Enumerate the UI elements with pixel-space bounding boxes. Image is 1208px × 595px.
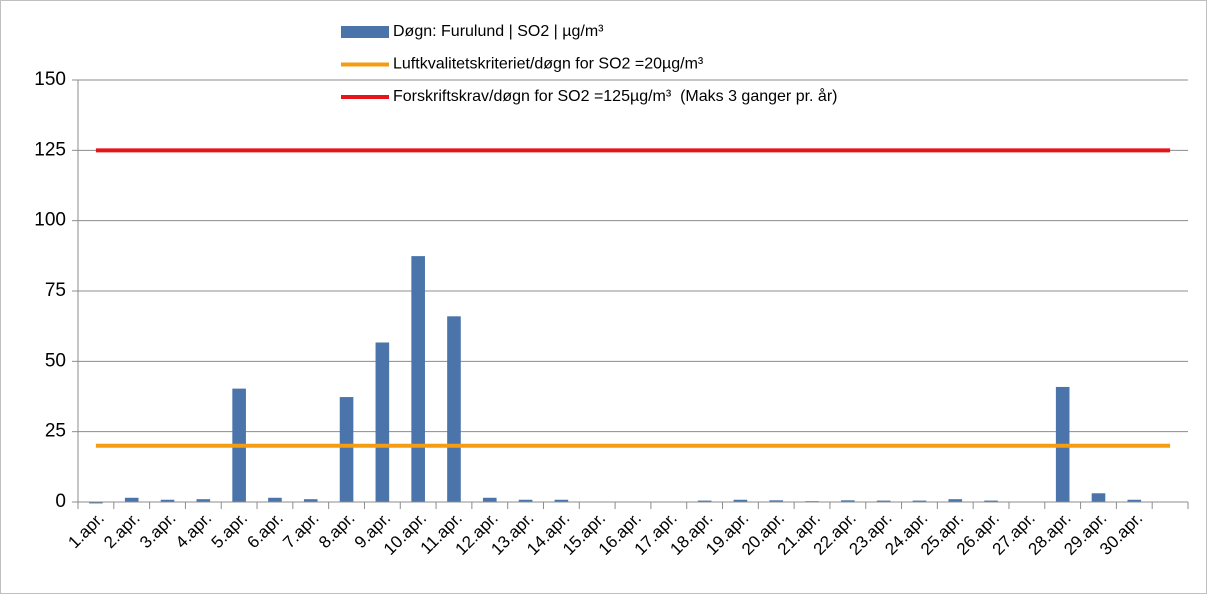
y-tick-label: 125 xyxy=(34,139,66,160)
bar xyxy=(196,499,211,502)
bar xyxy=(268,497,282,502)
legend-swatch xyxy=(341,26,389,38)
bar xyxy=(375,342,390,502)
bar xyxy=(733,499,748,502)
bar xyxy=(697,500,712,502)
bar xyxy=(841,500,855,502)
bar xyxy=(447,316,461,502)
bar xyxy=(912,500,927,502)
legend-label: Døgn: Furulund | SO2 | µg/m³ xyxy=(393,23,604,40)
bar xyxy=(948,499,963,502)
bar xyxy=(160,499,175,502)
y-tick-label: 150 xyxy=(34,69,66,90)
legend-label: Luftkvalitetskriteriet/døgn for SO2 =20µ… xyxy=(393,56,704,73)
bar xyxy=(876,500,891,502)
legend-label: Forskriftskrav/døgn for SO2 =125µg/m³ (M… xyxy=(393,87,837,105)
y-tick-label: 75 xyxy=(45,280,66,301)
bar xyxy=(124,497,139,502)
bar xyxy=(1127,499,1142,502)
bar xyxy=(339,397,354,502)
bar xyxy=(411,256,425,502)
y-tick-label: 50 xyxy=(45,350,66,371)
bar xyxy=(303,499,318,502)
y-tick-label: 25 xyxy=(45,421,66,442)
y-tick-label: 0 xyxy=(55,491,66,512)
bar xyxy=(518,499,533,502)
bar xyxy=(984,500,998,502)
bar xyxy=(769,500,784,502)
bar xyxy=(482,497,497,502)
y-tick-label: 100 xyxy=(34,210,66,231)
bar xyxy=(89,502,103,504)
bar xyxy=(554,499,569,502)
bar xyxy=(1091,493,1106,502)
